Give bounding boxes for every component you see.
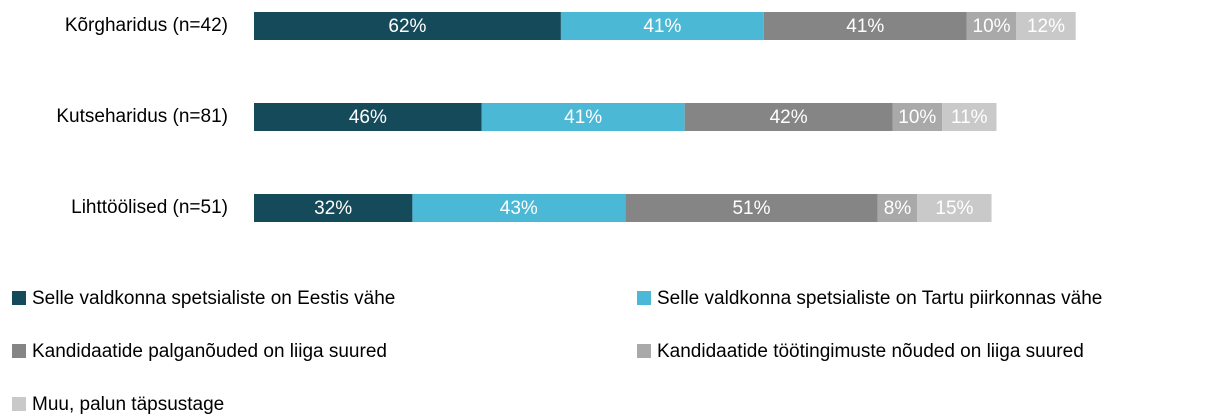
bar-segment (560, 12, 764, 40)
bar-segment (412, 194, 626, 222)
bar-segment (892, 103, 943, 131)
data-label: 11% (951, 107, 988, 128)
data-label: 12% (1027, 16, 1065, 37)
data-label: 10% (973, 16, 1011, 37)
category-label: Kutseharidus (n=81) (56, 106, 228, 127)
bar-segment (877, 194, 918, 222)
data-label: 43% (500, 198, 538, 219)
bar-segment (254, 103, 482, 131)
bar-segment (481, 103, 685, 131)
data-label: 46% (349, 107, 387, 128)
bar-segment (254, 194, 413, 222)
legend-swatch (12, 344, 26, 358)
bar-segment (942, 103, 997, 131)
data-label: 42% (770, 107, 808, 128)
bar-segment (1016, 12, 1076, 40)
legend-swatch (637, 291, 651, 305)
bar-segment (966, 12, 1017, 40)
legend-swatch (12, 397, 26, 411)
data-label: 32% (314, 198, 352, 219)
category-label: Kõrgharidus (n=42) (65, 15, 228, 36)
data-label: 10% (898, 107, 936, 128)
bar-segment (625, 194, 878, 222)
bar-segment (684, 103, 893, 131)
data-label: 62% (388, 16, 426, 37)
data-label: 15% (935, 198, 973, 219)
legend-label: Kandidaatide palganõuded on liiga suured (32, 341, 387, 362)
legend-label: Selle valdkonna spetsialiste on Eestis v… (32, 288, 395, 309)
data-label: 41% (564, 107, 602, 128)
category-label: Lihttöölised (n=51) (71, 197, 228, 218)
data-label: 41% (643, 16, 681, 37)
legend-swatch (637, 344, 651, 358)
legend-label: Muu, palun täpsustage (32, 394, 224, 414)
data-label: 41% (846, 16, 884, 37)
legend-label: Selle valdkonna spetsialiste on Tartu pi… (657, 288, 1102, 309)
bar-segment (254, 12, 561, 40)
bar-segment (763, 12, 967, 40)
data-label: 51% (732, 198, 770, 219)
legend-label: Kandidaatide töötingimuste nõuded on lii… (657, 341, 1084, 362)
data-label: 8% (884, 198, 912, 219)
bar-segment (917, 194, 992, 222)
legend-swatch (12, 291, 26, 305)
